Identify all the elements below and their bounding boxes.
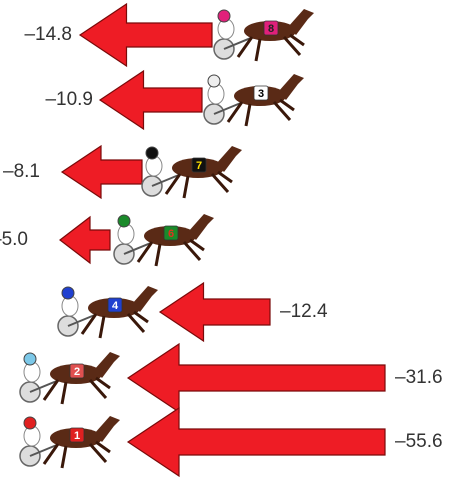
horse-number: 6 (168, 228, 174, 240)
horse: 8 (214, 9, 314, 61)
horse-number: 7 (196, 160, 202, 172)
cap (146, 147, 158, 159)
value-label: –55.6 (395, 431, 443, 452)
cap (24, 353, 36, 365)
horse: 3 (204, 74, 304, 126)
arrow (128, 344, 385, 412)
cap (218, 10, 230, 22)
value-label: –31.6 (395, 367, 443, 388)
horse: 4 (58, 286, 158, 338)
cap (24, 417, 36, 429)
horse-number: 2 (74, 366, 80, 378)
value-label: –5.0 (0, 229, 28, 250)
arrow (60, 217, 110, 263)
horse-number: 1 (74, 430, 80, 442)
arrow (100, 71, 202, 129)
value-label: –14.8 (24, 24, 72, 45)
horse: 1 (20, 416, 120, 468)
horse: 2 (20, 352, 120, 404)
arrow (62, 146, 142, 198)
horse: 7 (142, 146, 242, 198)
diagram: –14.8 8 –10.9 3 –8.1 7 –5.0 6 –12.4 4 –31.6 2 –55.6 1 (0, 0, 463, 479)
arrow (160, 283, 270, 341)
value-label: –12.4 (280, 301, 328, 322)
cap (208, 75, 220, 87)
horse-number: 3 (258, 88, 264, 100)
cap (118, 215, 130, 227)
value-label: –8.1 (3, 161, 40, 182)
cap (62, 287, 74, 299)
arrow (80, 4, 212, 66)
horse: 6 (114, 214, 214, 266)
arrow (128, 408, 385, 476)
horse-number: 4 (112, 300, 119, 312)
value-label: –10.9 (45, 89, 93, 110)
horse-number: 8 (268, 23, 274, 35)
